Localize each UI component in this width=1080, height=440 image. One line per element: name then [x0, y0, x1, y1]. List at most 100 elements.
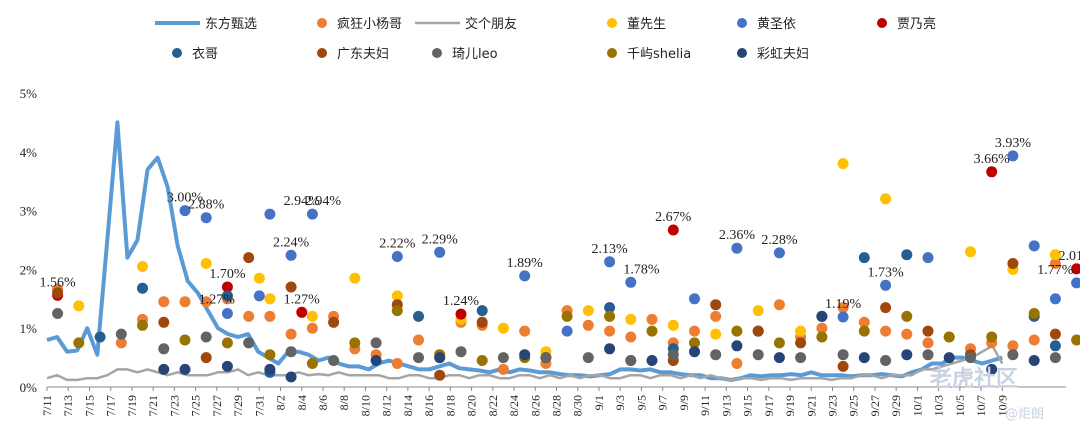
data-point — [689, 337, 700, 349]
data-label: 1.70% — [209, 267, 246, 282]
data-point — [158, 296, 170, 308]
data-point — [434, 352, 446, 364]
x-tick-label: 7/13 — [61, 395, 75, 416]
x-tick-label: 7/25 — [189, 395, 203, 416]
x-tick-label: 9/25 — [847, 395, 861, 416]
x-tick-label: 9/15 — [741, 395, 755, 416]
x-tick-label: 10/3 — [932, 395, 946, 416]
data-label: 1.56% — [40, 275, 77, 290]
x-tick-label: 9/29 — [889, 395, 903, 416]
x-tick-label: 8/4 — [295, 395, 309, 410]
data-point — [816, 331, 828, 343]
x-tick-label: 10/7 — [974, 395, 988, 416]
data-point — [497, 352, 509, 364]
data-point — [52, 308, 64, 319]
data-point — [519, 270, 531, 282]
data-point — [243, 337, 255, 349]
data-point — [880, 355, 892, 366]
data-point — [179, 334, 191, 346]
data-label: 2.01% — [1059, 249, 1080, 264]
data-point — [200, 258, 212, 269]
data-point — [625, 276, 637, 288]
legend-label: 彩虹夫妇 — [757, 46, 809, 62]
data-point — [604, 325, 616, 337]
data-label: 2.24% — [273, 235, 310, 250]
x-tick-label: 7/15 — [82, 395, 96, 416]
data-label: 3.93% — [995, 136, 1032, 151]
data-point — [370, 337, 382, 349]
data-point — [710, 328, 722, 340]
data-point — [689, 325, 700, 337]
data-point — [901, 328, 913, 340]
x-tick-label: 7/21 — [146, 395, 160, 416]
plot-area — [46, 120, 1080, 383]
legend-swatch — [317, 18, 327, 28]
data-point — [253, 272, 265, 284]
data-point — [519, 325, 531, 337]
legend-swatch — [172, 48, 182, 58]
x-tick-label: 9/1 — [592, 395, 606, 410]
data-point — [901, 249, 913, 261]
data-point — [285, 371, 297, 383]
data-point — [1049, 328, 1061, 340]
data-point — [880, 325, 892, 337]
data-point — [306, 358, 318, 369]
legend-swatch — [607, 48, 617, 58]
x-tick-label: 7/23 — [167, 395, 181, 416]
data-point — [158, 363, 170, 375]
data-point — [179, 363, 191, 375]
legend-swatch — [737, 18, 747, 28]
x-tick-label: 7/31 — [252, 395, 266, 416]
data-point — [349, 337, 361, 349]
legend-swatch — [432, 48, 442, 58]
x-tick-label: 8/22 — [486, 395, 500, 416]
data-point — [773, 337, 785, 349]
data-point — [731, 242, 743, 254]
data-point — [922, 337, 934, 349]
data-point — [306, 208, 318, 220]
data-point — [625, 331, 637, 343]
data-point — [710, 299, 722, 311]
data-point — [519, 349, 531, 361]
x-tick-label: 7/27 — [210, 395, 224, 416]
legend-label: 董先生 — [627, 17, 666, 32]
legend-swatch — [607, 18, 617, 28]
data-point — [689, 346, 700, 358]
data-point — [455, 346, 467, 358]
data-point — [858, 252, 870, 264]
data-point — [413, 310, 424, 322]
data-point — [221, 308, 233, 319]
data-point — [1049, 258, 1061, 269]
x-tick-label: 7/17 — [104, 395, 118, 416]
data-point — [667, 319, 679, 331]
data-point — [604, 256, 616, 268]
data-point — [476, 316, 488, 328]
data-point — [221, 281, 233, 293]
data-point — [1071, 263, 1080, 275]
data-point — [540, 352, 552, 364]
data-point — [816, 322, 828, 334]
x-tick-label: 9/3 — [613, 395, 627, 410]
data-point — [115, 328, 127, 340]
data-point — [94, 331, 106, 343]
data-point — [1049, 340, 1061, 352]
data-point — [434, 369, 446, 381]
data-point — [858, 352, 870, 364]
x-tick-label: 8/18 — [443, 395, 457, 416]
legend-label: 黄圣依 — [757, 17, 796, 32]
x-axis: 7/11 7/13 7/15 7/17 7/19 7/21 7/23 7/25 7/27 7/29… — [40, 387, 1009, 416]
data-point — [137, 282, 148, 294]
data-point — [200, 212, 212, 224]
data-point — [646, 355, 658, 366]
data-point — [243, 252, 255, 264]
data-point — [349, 272, 361, 284]
data-point — [816, 310, 828, 322]
x-tick-label: 8/16 — [422, 395, 436, 416]
data-point — [158, 316, 170, 328]
x-tick-label: 8/24 — [507, 395, 521, 416]
x-tick-label: 10/1 — [910, 395, 924, 416]
data-point — [858, 325, 870, 337]
x-tick-label: 7/11 — [40, 395, 54, 416]
data-label: 3.66% — [974, 152, 1011, 167]
